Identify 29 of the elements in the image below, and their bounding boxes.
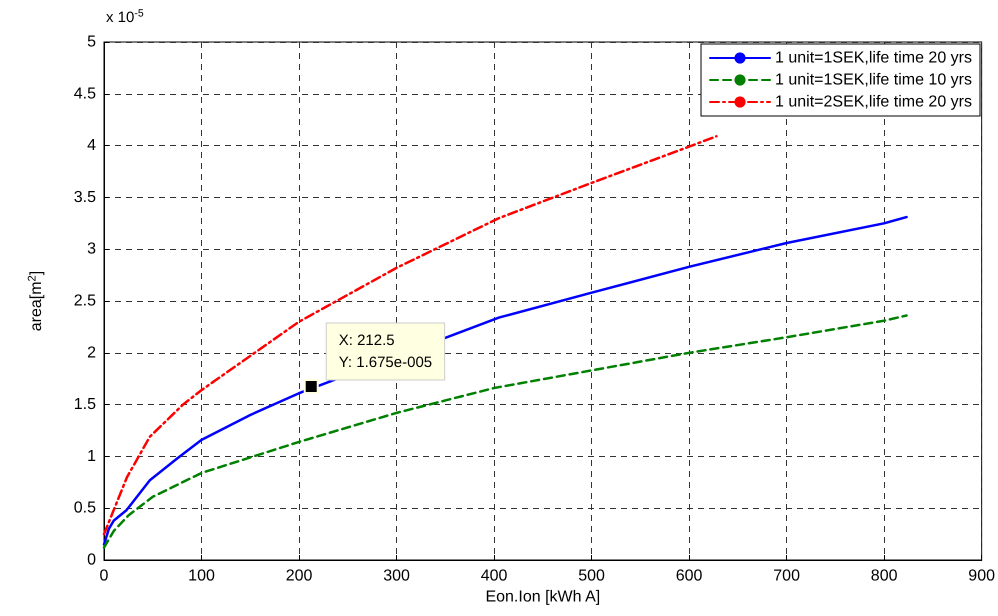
legend-label: 1 unit=2SEK,life time 20 yrs — [775, 94, 972, 110]
legend-label: 1 unit=1SEK,life time 20 yrs — [775, 50, 972, 66]
y-axis-title: area[m2] — [26, 270, 45, 332]
y-tick-label: 2 — [87, 344, 96, 362]
x-tick-label: 700 — [773, 568, 800, 584]
y-tick-label: 0 — [87, 552, 96, 568]
y-tick-label: 0.5 — [74, 500, 96, 517]
x-tick-label: 600 — [676, 568, 703, 584]
line-series — [102, 135, 718, 536]
line-series — [102, 314, 908, 549]
y-tick-label: 4 — [87, 137, 96, 154]
x-tick-label: 300 — [383, 568, 410, 584]
y-tick-label: 3.5 — [74, 188, 96, 206]
y-tick-label: 2.5 — [74, 292, 96, 310]
y-tick-label: 4.5 — [74, 85, 96, 102]
y-tick-label: 3 — [87, 240, 96, 258]
annotation: X: 212.5 Y: 1.675e-005 — [338, 332, 432, 371]
x-tick-label: 200 — [286, 568, 312, 584]
x-tick-label: 400 — [480, 568, 508, 584]
y-tick-label: 1.5 — [74, 396, 96, 414]
y-tick-label: 1 — [87, 448, 96, 465]
x-tick-label: 0 — [100, 568, 109, 584]
x-tick-label: 900 — [968, 568, 996, 584]
x-axis-title: Eon.Ion [kWh A] — [485, 588, 600, 606]
legend-label: 1 unit=1SEK,life time 10 yrs — [775, 72, 972, 88]
y-tick-label: 5 — [87, 34, 96, 50]
x-tick-label: 800 — [870, 568, 898, 584]
x-tick-label: 100 — [188, 568, 215, 584]
x-tick-label: 500 — [578, 568, 606, 584]
